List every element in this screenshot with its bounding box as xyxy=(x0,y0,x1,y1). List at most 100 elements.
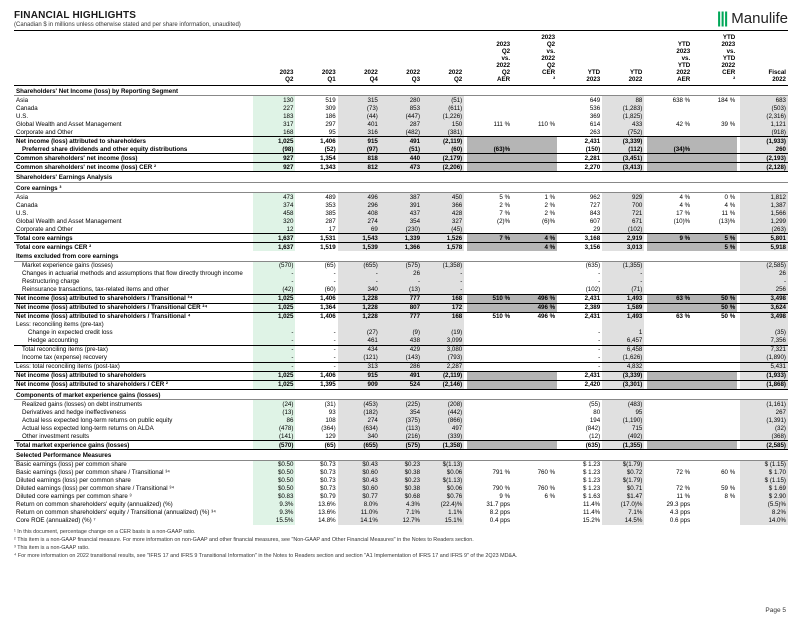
cell: - xyxy=(560,337,602,346)
cell: - xyxy=(253,337,295,346)
cell: 108 xyxy=(295,416,337,424)
cell: (9) xyxy=(380,329,422,337)
table-row: Net income (loss) attributed to sharehol… xyxy=(14,312,788,321)
cell: 3,498 xyxy=(740,312,788,321)
cell: 536 xyxy=(560,104,602,112)
cell: 0.6 pps xyxy=(647,517,692,525)
row-label: Changes in actuarial methods and assumpt… xyxy=(14,270,253,278)
cell: 5,431 xyxy=(740,362,788,371)
cell xyxy=(692,270,737,278)
cell: (13) xyxy=(380,286,422,295)
cell: 9 % xyxy=(467,493,512,501)
cell xyxy=(647,380,692,389)
cell: (63)% xyxy=(467,145,512,154)
cell: 315 xyxy=(338,96,380,105)
page-title: FINANCIAL HIGHLIGHTS xyxy=(14,10,241,21)
cell xyxy=(512,163,557,172)
table-row: Canada3743532963913662 %2 %7277004 %4 %1… xyxy=(14,201,788,209)
table-row: Asia130519315280(51)64988638 %184 %683 xyxy=(14,96,788,105)
cell: 1,519 xyxy=(295,243,337,252)
table-row: Restructuring charge-------- xyxy=(14,278,788,286)
cell: 1,025 xyxy=(253,303,295,312)
row-label: Market experience gains (losses) xyxy=(14,261,253,270)
row-label: Global Wealth and Asset Management xyxy=(14,217,253,225)
cell xyxy=(467,416,512,424)
cell: 263 xyxy=(560,128,602,137)
cell: (442) xyxy=(422,408,464,416)
cell: (1,868) xyxy=(740,380,788,389)
cell: 9.3% xyxy=(253,501,295,509)
cell: 7.1% xyxy=(602,509,644,517)
cell: - xyxy=(338,270,380,278)
cell: (1,933) xyxy=(740,371,788,380)
cell: (2,119) xyxy=(422,371,464,380)
cell: (478) xyxy=(253,424,295,432)
cell: (575) xyxy=(380,261,422,270)
cell: 2 % xyxy=(512,201,557,209)
cell: 11 % xyxy=(692,209,737,217)
cell: (230) xyxy=(380,225,422,234)
cell: 72 % xyxy=(647,485,692,493)
cell: (55) xyxy=(560,400,602,409)
row-label: Common shareholders' net income (loss) C… xyxy=(14,163,253,172)
cell: $0.60 xyxy=(338,469,380,477)
cell xyxy=(512,104,557,112)
cell xyxy=(512,345,557,354)
row-label: Total core earnings xyxy=(14,234,253,243)
cell: (1,161) xyxy=(740,400,788,409)
cell: 95 xyxy=(295,128,337,137)
cell: 760 % xyxy=(512,469,557,477)
cell: 7 % xyxy=(467,234,512,243)
cell xyxy=(740,321,788,329)
row-label: Diluted earnings (loss) per common share… xyxy=(14,485,253,493)
cell xyxy=(647,441,692,450)
cell: (752) xyxy=(602,128,644,137)
table-row: Less: reconciling items (pre-tax) xyxy=(14,321,788,329)
table-row: Net income (loss) attributed to sharehol… xyxy=(14,380,788,389)
cell: 3,624 xyxy=(740,303,788,312)
cell: 433 xyxy=(602,120,644,128)
cell: 86 xyxy=(253,416,295,424)
cell: 1,228 xyxy=(338,294,380,303)
table-row: Corporate and Other121769(230)(45)29(102… xyxy=(14,225,788,234)
cell: 168 xyxy=(422,312,464,321)
cell: (575) xyxy=(380,441,422,450)
cell xyxy=(512,477,557,485)
table-row: Core ROE (annualized) (%) ⁷15.5%14.8%14.… xyxy=(14,517,788,525)
cell: 2,431 xyxy=(560,312,602,321)
section-header: Core earnings ³ xyxy=(14,182,788,193)
cell: 4 % xyxy=(647,201,692,209)
cell: 524 xyxy=(380,380,422,389)
cell: 1,025 xyxy=(253,137,295,146)
brand-logo-icon: ||| xyxy=(717,11,727,27)
table-row: Reinsurance transactions, tax-related it… xyxy=(14,286,788,295)
cell: 280 xyxy=(380,96,422,105)
cell: - xyxy=(560,270,602,278)
cell xyxy=(467,154,512,163)
cell: - xyxy=(560,345,602,354)
cell: (121) xyxy=(338,354,380,363)
cell: 818 xyxy=(338,154,380,163)
col-header: YTD2023vs.YTD2022CER² xyxy=(692,33,737,85)
cell: 313 xyxy=(338,362,380,371)
cell: 13.6% xyxy=(295,509,337,517)
cell: 287 xyxy=(295,217,337,225)
cell xyxy=(512,354,557,363)
cell: 489 xyxy=(295,193,337,202)
cell: 1,637 xyxy=(253,243,295,252)
section-title: Core earnings ³ xyxy=(14,182,788,193)
cell: $0.73 xyxy=(295,469,337,477)
cell: 496 xyxy=(338,193,380,202)
cell xyxy=(467,460,512,469)
cell: 8.2 pps xyxy=(467,509,512,517)
cell: 1,589 xyxy=(602,303,644,312)
cell: $0.73 xyxy=(295,477,337,485)
cell xyxy=(253,321,295,329)
cell xyxy=(467,286,512,295)
cell: 4 % xyxy=(512,243,557,252)
section-header: Components of market experience gains (l… xyxy=(14,389,788,400)
cell: 227 xyxy=(253,104,295,112)
cell xyxy=(467,380,512,389)
cell: 26 xyxy=(380,270,422,278)
cell: (2,206) xyxy=(422,163,464,172)
